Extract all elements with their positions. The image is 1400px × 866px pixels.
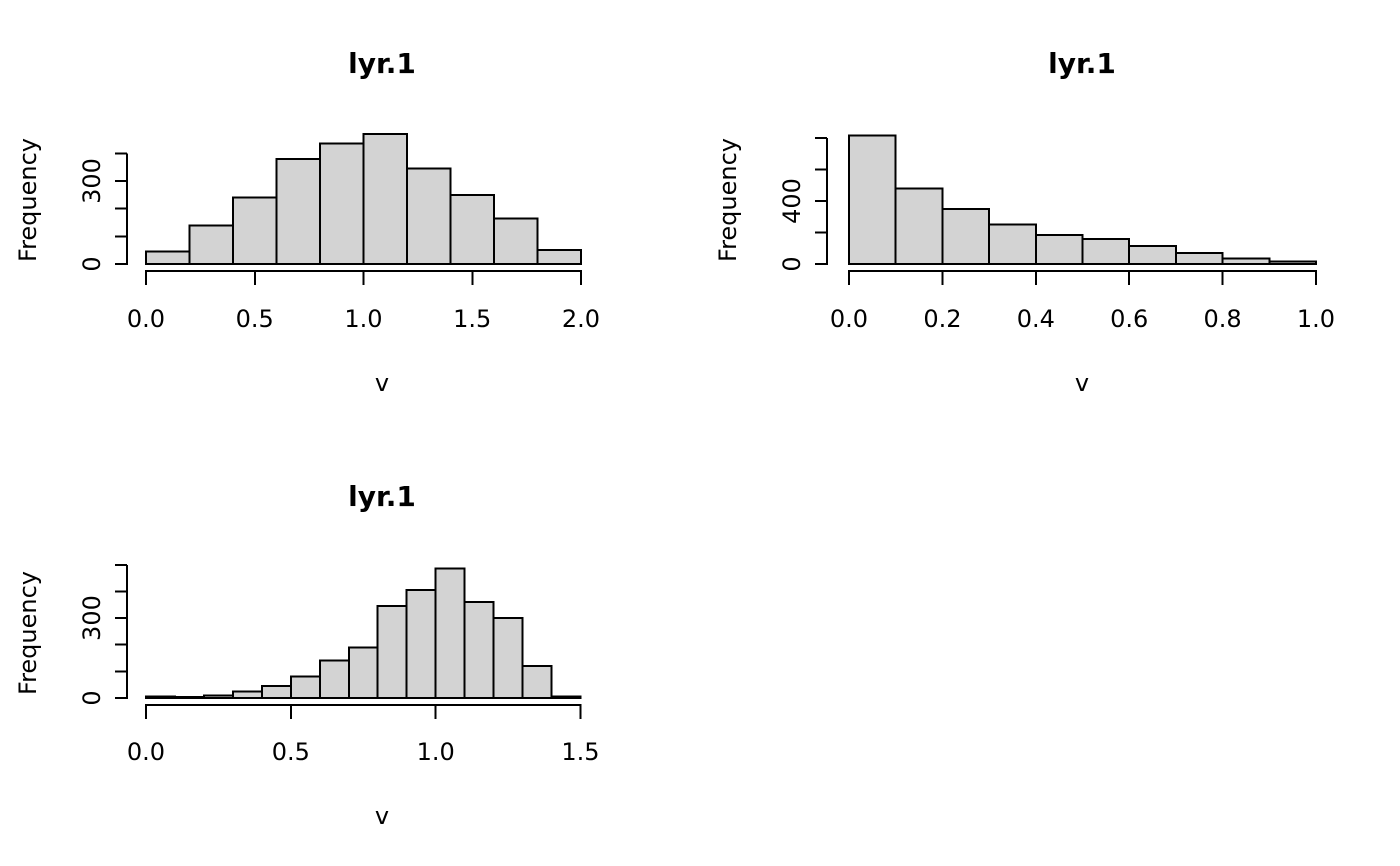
histogram-bar	[894, 187, 944, 265]
x-tick-label: 1.0	[1297, 305, 1335, 333]
chart-title: lyr.1	[348, 47, 416, 80]
y-tick-label: 400	[778, 178, 806, 224]
x-tick-label: 0.0	[830, 305, 868, 333]
histogram-bar	[289, 675, 321, 699]
histogram-bar	[405, 589, 437, 700]
histogram-bar	[188, 224, 234, 266]
histogram-bar	[260, 685, 292, 699]
x-tick-label: 0.0	[127, 738, 165, 766]
x-tick-label: 0.5	[272, 738, 310, 766]
histogram-bar	[275, 157, 321, 265]
x-tick-label: 0.2	[923, 305, 961, 333]
histogram-plot: 0.0 0.5 1.0 1.5 0 300	[78, 563, 600, 766]
histogram-bar	[145, 695, 176, 700]
x-tick-label: 0.6	[1110, 305, 1148, 333]
histogram-bar	[319, 142, 365, 266]
x-axis-label: v	[374, 802, 390, 830]
histogram-bar	[550, 695, 582, 700]
histogram-bar	[492, 617, 524, 700]
histogram-bar	[1034, 233, 1084, 265]
chart-title: lyr.1	[1048, 47, 1116, 80]
histogram-bar	[449, 193, 495, 265]
x-tick-label: 1.5	[453, 305, 491, 333]
histogram-bar	[347, 646, 379, 699]
histogram-bar	[1128, 244, 1177, 265]
x-tick-label: 1.0	[417, 738, 455, 766]
x-axis-label: v	[374, 369, 390, 397]
histogram-bar	[174, 696, 205, 700]
histogram-bar	[536, 249, 582, 265]
histogram-bar	[1081, 237, 1131, 266]
y-tick-label: 300	[78, 158, 106, 204]
histogram-bar	[493, 217, 539, 266]
histogram-panel-top-left: lyr.1 v Frequency 0.0 0.5 1.0 1.5 2.0 0 300	[0, 0, 700, 433]
histogram-bar	[232, 196, 278, 266]
histogram-bar	[376, 605, 408, 700]
x-axis-label: v	[1074, 369, 1090, 397]
y-tick-label: 0	[78, 256, 106, 271]
histogram-bar	[1221, 257, 1271, 265]
histogram-bar	[1268, 260, 1317, 266]
x-tick-label: 0.4	[1017, 305, 1055, 333]
chart-title: lyr.1	[348, 480, 416, 513]
histogram-bar	[988, 223, 1037, 266]
x-tick-label: 2.0	[562, 305, 600, 333]
histogram-bar	[521, 665, 553, 699]
histogram-bar	[848, 134, 897, 265]
x-tick-label: 1.5	[561, 738, 599, 766]
y-tick-label: 0	[78, 690, 106, 705]
histogram-plot: 0.0 0.5 1.0 1.5 2.0 0 300	[78, 133, 600, 333]
histogram-panel-bottom-left: lyr.1 v Frequency 0.0 0.5 1.0 1.5 0 300	[0, 433, 700, 866]
histogram-bar	[202, 694, 234, 699]
histogram-bar	[463, 601, 495, 700]
histogram-bar	[231, 690, 263, 699]
x-tick-label: 0.5	[236, 305, 274, 333]
histogram-bar	[434, 567, 466, 699]
x-tick-label: 0.0	[127, 305, 165, 333]
y-tick-label: 300	[78, 595, 106, 641]
histogram-bar	[1174, 252, 1224, 265]
histogram-bar	[318, 659, 350, 699]
histogram-bar	[406, 167, 452, 265]
y-tick-label: 0	[778, 256, 806, 271]
x-tick-label: 1.0	[344, 305, 382, 333]
histogram-bar	[941, 207, 991, 265]
histogram-bar	[362, 133, 408, 265]
histogram-panel-top-right: lyr.1 v Frequency 0.0 0.2 0.4 0.6 0.8 1.0 0 400	[700, 0, 1400, 433]
x-tick-label: 0.8	[1204, 305, 1242, 333]
histogram-bar	[145, 250, 191, 265]
histogram-plot: 0.0 0.2 0.4 0.6 0.8 1.0 0 400	[778, 134, 1335, 333]
